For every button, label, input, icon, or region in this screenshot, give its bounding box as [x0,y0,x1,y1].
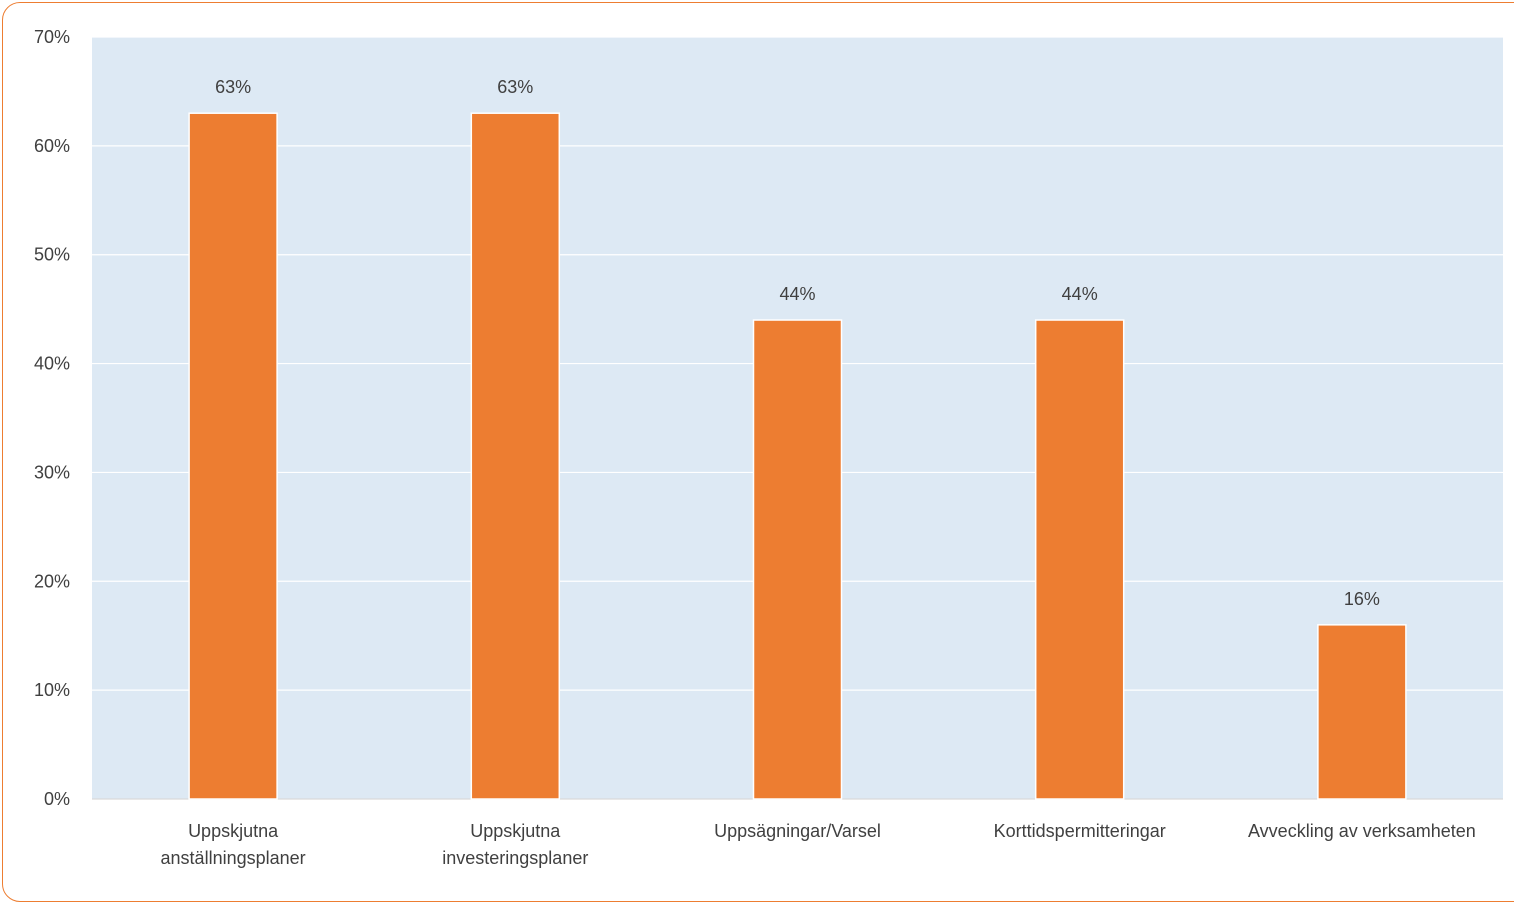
bars [188,112,1407,800]
bar [1034,319,1125,800]
data-label: 44% [779,284,815,304]
y-tick-label: 30% [34,462,70,482]
y-axis-tick-labels: 0% 10% 20% 30% 40% 50% 60% 70% [34,27,70,809]
data-label: 63% [215,77,251,97]
x-category-label: Uppskjutna investeringsplaner [442,821,588,868]
data-label: 44% [1062,284,1098,304]
x-category-label: Uppsägningar/Varsel [714,821,881,841]
bar [1317,624,1407,800]
y-tick-label: 40% [34,354,70,374]
bar [188,112,278,800]
bar [470,112,561,800]
x-category-label: Uppskjutna anställningsplaner [161,821,306,868]
data-label: 16% [1344,589,1380,609]
y-tick-label: 70% [34,27,70,47]
bar [752,319,843,800]
data-label: 63% [497,77,533,97]
y-tick-label: 60% [34,136,70,156]
y-tick-label: 10% [34,680,70,700]
x-category-label: Korttidspermitteringar [994,821,1166,841]
y-tick-label: 20% [34,571,70,591]
y-tick-label: 0% [44,789,70,809]
y-tick-label: 50% [34,245,70,265]
data-labels: 63% 63% 44% 44% 16% [215,77,1380,609]
x-axis-category-labels: Uppskjutna anställningsplaner Uppskjutna in… [161,821,1476,868]
x-category-label: Avveckling av verksamheten [1248,821,1476,841]
